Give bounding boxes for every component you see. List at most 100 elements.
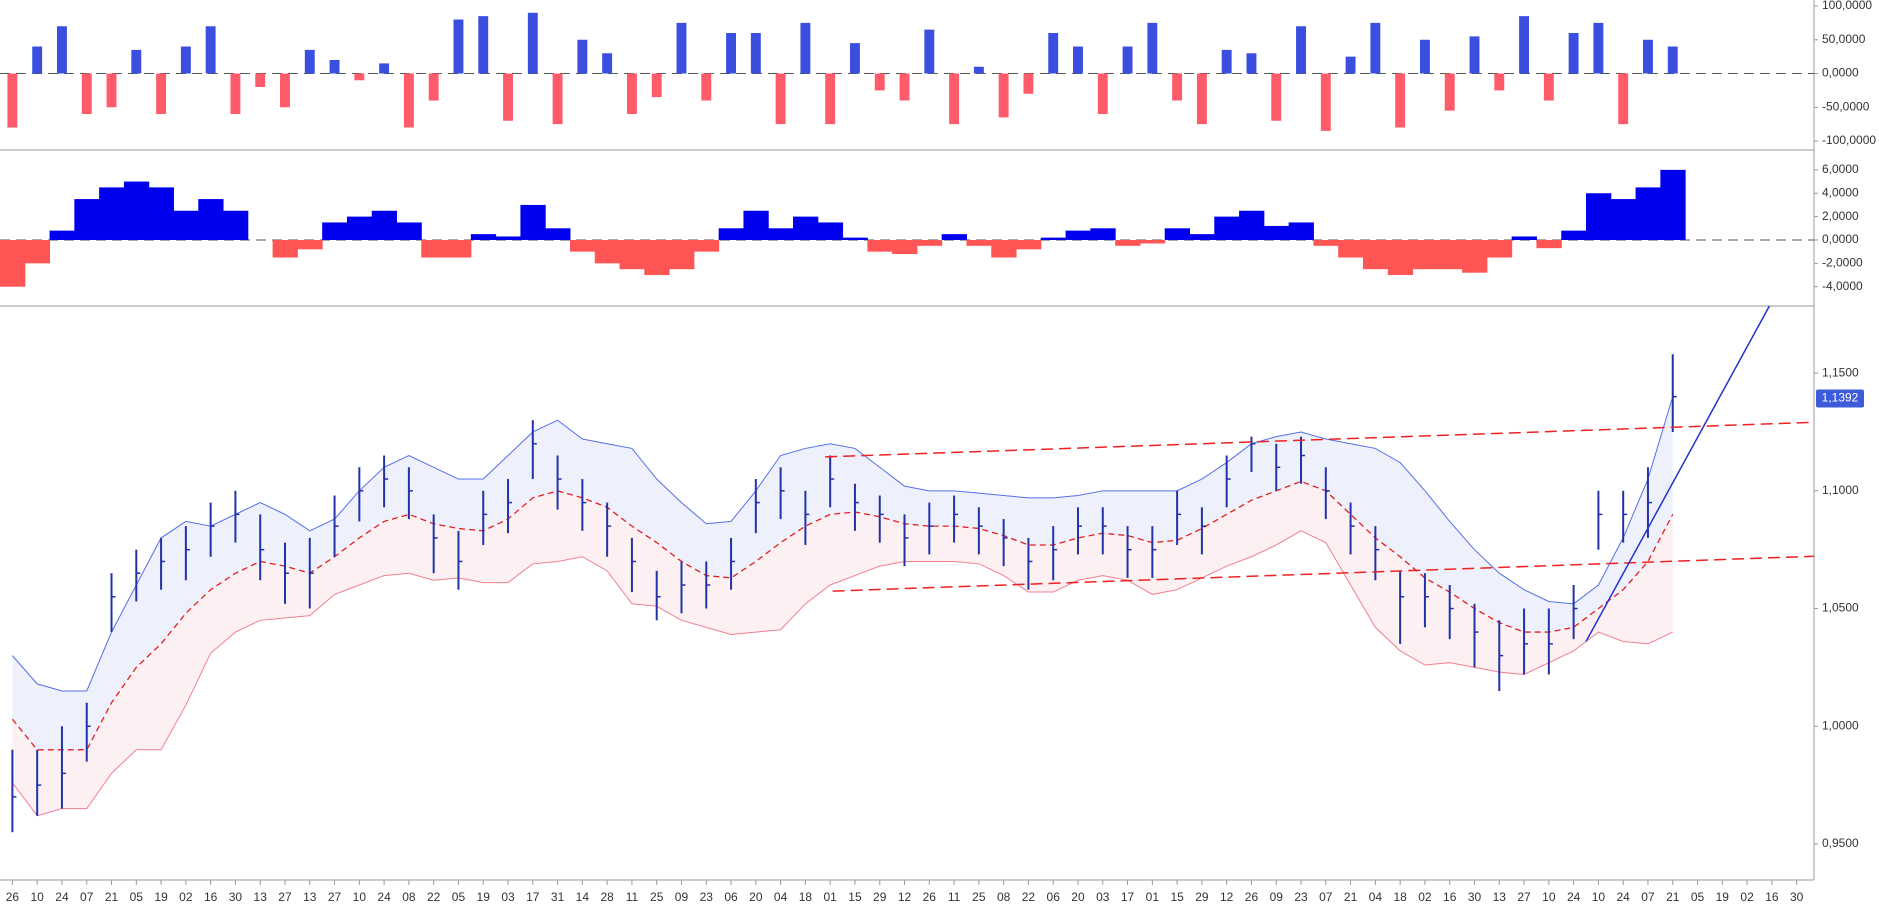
area-segment [768, 228, 794, 240]
x-tick-label: 16 [1765, 890, 1779, 904]
x-tick-label: 17 [526, 890, 540, 904]
area-segment [842, 237, 868, 240]
histogram-bar [1593, 22, 1604, 74]
area-segment [1536, 239, 1562, 249]
area-segment [99, 187, 125, 240]
x-tick-label: 22 [427, 890, 441, 904]
x-tick-label: 06 [724, 890, 738, 904]
histogram-bar [1568, 33, 1579, 74]
area-segment [991, 239, 1017, 258]
area-segment [1660, 169, 1686, 240]
histogram-bar [379, 63, 390, 74]
x-tick-label: 07 [1319, 890, 1333, 904]
x-tick-label: 05 [130, 890, 144, 904]
histogram-bar [1618, 73, 1629, 125]
x-tick-label: 05 [452, 890, 466, 904]
x-tick-label: 27 [278, 890, 292, 904]
y-tick-label: -50,0000 [1822, 99, 1870, 113]
x-tick-label: 21 [1344, 890, 1358, 904]
area-segment [198, 199, 224, 240]
histogram-bar [626, 73, 637, 115]
histogram-bar [1246, 53, 1257, 74]
x-tick-label: 24 [55, 890, 69, 904]
area-segment [148, 187, 174, 240]
histogram-bar [1543, 73, 1554, 101]
area-segment [1635, 187, 1661, 240]
x-tick-label: 01 [1146, 890, 1160, 904]
histogram-bar [577, 39, 588, 74]
x-tick-label: 16 [1443, 890, 1457, 904]
histogram-bar [552, 73, 563, 125]
histogram-bar [1023, 73, 1034, 94]
x-tick-label: 11 [948, 890, 961, 904]
histogram-bar [1221, 49, 1232, 74]
x-tick-label: 30 [1468, 890, 1482, 904]
y-tick-label: 1,0500 [1822, 601, 1859, 615]
x-tick-label: 02 [179, 890, 193, 904]
area-segment [916, 239, 943, 246]
histogram-bar [230, 73, 241, 115]
histogram-bar [602, 53, 613, 74]
x-tick-label: 13 [303, 890, 317, 904]
area-segment [817, 222, 844, 240]
y-tick-label: 6,0000 [1822, 162, 1859, 176]
y-tick-label: 1,1500 [1822, 365, 1859, 379]
area-segment [594, 239, 621, 264]
histogram-bar [1667, 46, 1678, 74]
price-plot [11, 306, 1814, 833]
histogram-bar [1494, 73, 1505, 91]
area-segment [1313, 239, 1339, 246]
area-segment [1511, 236, 1537, 240]
histogram-bar [280, 73, 290, 108]
area-segment [371, 210, 398, 240]
y-tick-label: 50,0000 [1822, 32, 1866, 46]
area-segment [396, 222, 422, 240]
histogram-bar [701, 73, 712, 101]
histogram-bar [1048, 33, 1059, 74]
x-tick-label: 21 [105, 890, 119, 904]
x-tick-label: 19 [477, 890, 491, 904]
area-segment [1338, 239, 1364, 258]
area-segment [619, 239, 645, 270]
histogram-bar [924, 29, 935, 74]
area-segment [173, 210, 199, 240]
histogram-bar [1345, 56, 1356, 74]
y-tick-label: 1,0000 [1822, 718, 1859, 732]
histogram-bar [1196, 73, 1207, 125]
histogram-bar [205, 26, 216, 74]
x-tick-label: 11 [626, 890, 639, 904]
histogram-bar [850, 43, 860, 74]
histogram-bar [1122, 46, 1133, 74]
x-tick-label: 26 [6, 890, 20, 904]
x-tick-label: 02 [1418, 890, 1432, 904]
x-tick-label: 15 [1170, 890, 1184, 904]
area-segment [1040, 237, 1067, 240]
x-tick-label: 09 [675, 890, 689, 904]
x-tick-label: 19 [1716, 890, 1730, 904]
y-tick-label: 100,0000 [1822, 0, 1872, 12]
y-tick-label: 0,9500 [1822, 836, 1859, 850]
area-segment [470, 234, 497, 240]
y-tick-label: 1,1000 [1822, 483, 1859, 497]
area-segment [1065, 230, 1091, 240]
x-tick-label: 18 [1393, 890, 1407, 904]
histogram-bar [131, 49, 142, 74]
histogram-bar [354, 73, 365, 81]
histogram-bar [825, 73, 836, 125]
trend-line [832, 555, 1814, 592]
area-segment [346, 216, 373, 240]
area-segment [1462, 239, 1488, 273]
area-segment [867, 239, 893, 252]
x-tick-label: 13 [254, 890, 268, 904]
histogram-bar [403, 73, 414, 128]
histogram-bar [1073, 46, 1083, 74]
x-tick-label: 12 [898, 890, 912, 904]
histogram-bar [156, 73, 167, 115]
area-segment [495, 236, 521, 240]
y-tick-label: 0,0000 [1822, 232, 1859, 246]
x-tick-label: 30 [1790, 890, 1804, 904]
histogram-bar [1419, 39, 1430, 74]
x-tick-label: 26 [1245, 890, 1259, 904]
x-tick-label: 18 [799, 890, 813, 904]
area-segment [1115, 239, 1141, 246]
